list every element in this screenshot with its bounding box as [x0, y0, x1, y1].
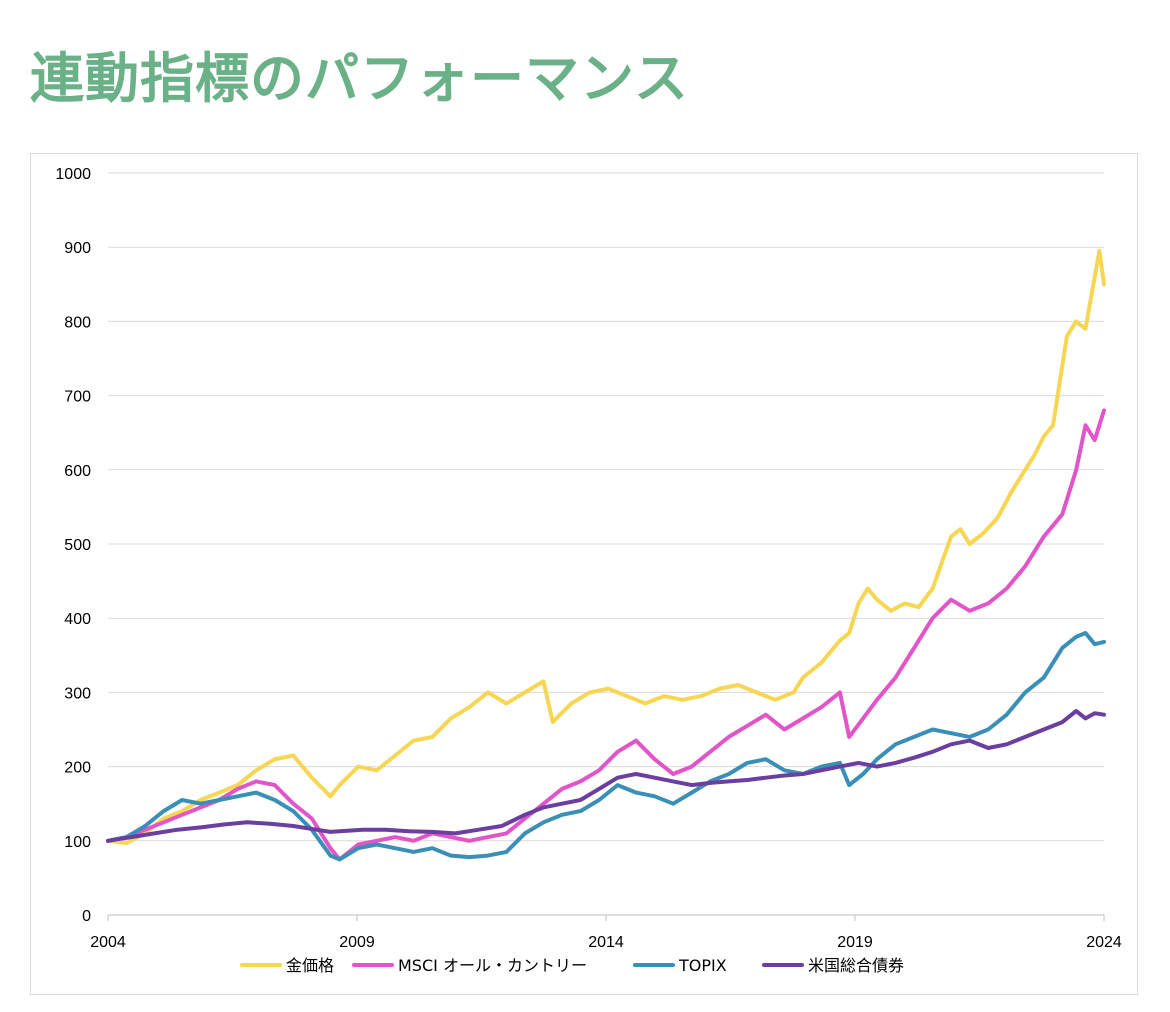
y-tick-label: 300 — [64, 685, 91, 702]
y-tick-label: 400 — [64, 611, 91, 628]
y-tick-label: 600 — [64, 463, 91, 480]
y-tick-label: 700 — [64, 389, 91, 406]
legend-item: TOPIX — [633, 956, 727, 975]
legend-item: 金価格 — [240, 956, 334, 975]
gridlines — [108, 172, 1104, 916]
legend-label: 金価格 — [286, 956, 334, 975]
y-tick-label: 500 — [64, 537, 91, 554]
series-line — [106, 709, 1106, 843]
legend-item: 米国総合債券 — [762, 956, 904, 975]
series-lines — [106, 248, 1106, 862]
x-tick-label: 2014 — [588, 934, 624, 951]
legend: 金価格 MSCI オール・カントリー TOPIX 米国総合債券 — [240, 956, 904, 975]
x-tick-label: 2009 — [339, 934, 375, 951]
series-line — [106, 408, 1106, 862]
y-axis-ticks: 0 100 200 300 400 500 600 700 800 900 1000 — [55, 166, 91, 925]
y-tick-label: 100 — [64, 834, 91, 851]
y-tick-label: 0 — [82, 908, 91, 925]
chart-frame: 0 100 200 300 400 500 600 700 800 900 1000 2004 200… — [30, 153, 1138, 995]
series-line — [106, 248, 1106, 845]
y-tick-label: 1000 — [55, 166, 91, 183]
x-tick-label: 2024 — [1086, 934, 1122, 951]
y-tick-label: 800 — [64, 314, 91, 331]
legend-label: 米国総合債券 — [808, 956, 904, 975]
x-tick-label: 2019 — [837, 934, 873, 951]
series-line — [106, 631, 1106, 862]
legend-label: MSCI オール・カントリー — [398, 956, 587, 975]
x-tick-label: 2004 — [90, 934, 126, 951]
y-tick-label: 200 — [64, 760, 91, 777]
y-tick-label: 900 — [64, 240, 91, 257]
page-title: 連動指標のパフォーマンス — [30, 47, 689, 110]
legend-item: MSCI オール・カントリー — [352, 956, 587, 975]
legend-label: TOPIX — [678, 956, 727, 975]
x-axis-ticks: 2004 2009 2014 2019 2024 — [90, 915, 1122, 951]
